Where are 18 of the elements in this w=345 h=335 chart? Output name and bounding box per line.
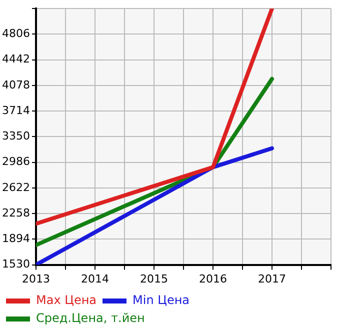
y-tick-label: 1894	[2, 232, 30, 246]
legend-label: Сред.Цена, т.йен	[36, 311, 145, 326]
y-tick-label: 2622	[2, 180, 30, 194]
y-tick-label: 4806	[2, 27, 30, 40]
y-tick-label: 3714	[2, 104, 30, 117]
x-tick-label: 2014	[80, 272, 109, 286]
y-tick-label: 2986	[2, 155, 30, 168]
x-tick-label: 2013	[22, 272, 50, 286]
legend-label: Min Цена	[132, 293, 190, 308]
x-tick-label: 2017	[258, 272, 286, 286]
x-tick-label: 2016	[199, 272, 227, 286]
x-tick-label: 2015	[140, 272, 168, 286]
y-tick-label: 1530	[2, 258, 30, 271]
y-tick-label: 4078	[2, 78, 30, 92]
y-tick-label: 3350	[2, 130, 30, 143]
y-tick-label: 2258	[2, 206, 30, 220]
y-tick-label: 4442	[2, 52, 30, 66]
legend-label: Max Цена	[36, 293, 97, 308]
